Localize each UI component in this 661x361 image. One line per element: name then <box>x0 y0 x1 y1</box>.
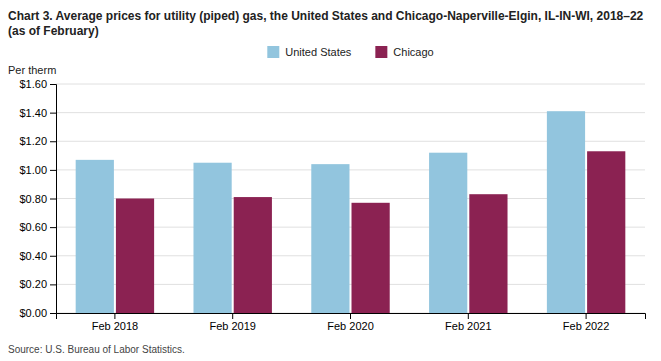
bars <box>76 111 626 313</box>
tick-mark <box>468 313 469 319</box>
x-tick: Feb 2021 <box>445 313 491 332</box>
tick-mark <box>586 313 587 319</box>
bar <box>352 203 390 313</box>
tick-label: $0.00 <box>19 307 47 319</box>
x-tick: Feb 2020 <box>327 313 373 332</box>
bar-series <box>116 151 625 313</box>
tick-label: Feb 2021 <box>445 320 491 332</box>
y-tick: $1.60 <box>19 78 56 90</box>
bar <box>469 194 507 313</box>
tick-label: $1.20 <box>19 135 47 147</box>
x-tick: Feb 2018 <box>92 313 138 332</box>
tick-label: $0.60 <box>19 221 47 233</box>
tick-mark <box>50 170 56 171</box>
tick-label: $0.80 <box>19 193 47 205</box>
legend-swatch <box>267 46 279 58</box>
tick-label: $0.20 <box>19 278 47 290</box>
tick-mark <box>232 313 233 319</box>
bar-series <box>76 111 585 313</box>
bar <box>76 160 114 313</box>
tick-mark <box>50 313 56 314</box>
grid-line <box>56 84 645 85</box>
legend: United States Chicago <box>267 46 433 58</box>
title-line: (as of February) <box>8 24 99 38</box>
tick-mark <box>114 313 115 319</box>
chart-svg: Chart 3. Average prices for utility (pip… <box>0 0 661 361</box>
tick-mark <box>50 284 56 285</box>
tick-mark <box>50 199 56 200</box>
y-tick: $0.20 <box>19 278 56 290</box>
y-tick: $0.60 <box>19 221 56 233</box>
bar <box>116 199 154 314</box>
x-tick: Feb 2019 <box>209 313 255 332</box>
legend-label: United States <box>285 46 352 58</box>
y-axis: $0.00 $0.20 $0.40 $0.60 $0.80 $1.00 $1.20 $1.40… <box>19 78 56 319</box>
tick-mark <box>50 84 56 85</box>
y-tick: $1.20 <box>19 135 56 147</box>
tick-label: Feb 2018 <box>92 320 138 332</box>
tick-mark <box>50 113 56 114</box>
title-line: Chart 3. Average prices for utility (pip… <box>8 9 644 23</box>
bar <box>429 153 467 313</box>
tick-label: $1.60 <box>19 78 47 90</box>
title: Chart 3. Average prices for utility (pip… <box>8 9 644 38</box>
tick-label: Feb 2019 <box>209 320 255 332</box>
legend-item: United States <box>267 46 352 58</box>
bar <box>587 151 625 313</box>
tick-label: $1.00 <box>19 164 47 176</box>
y-axis-label: Per therm <box>8 64 56 76</box>
source-note: Source: U.S. Bureau of Labor Statistics. <box>8 344 185 355</box>
bar <box>311 164 349 313</box>
x-axis: Feb 2018 Feb 2019 Feb 2020 Feb 2021 Feb 2022 <box>57 313 646 332</box>
y-tick: $1.00 <box>19 164 56 176</box>
y-tick: $1.40 <box>19 107 56 119</box>
y-tick: $0.80 <box>19 193 56 205</box>
axis-line <box>50 85 57 314</box>
tick-mark <box>50 256 56 257</box>
tick-label: Feb 2022 <box>563 320 609 332</box>
plot: $0.00 $0.20 $0.40 $0.60 $0.80 $1.00 $1.20 $1.40… <box>19 78 645 332</box>
y-tick: $0.00 <box>19 307 56 319</box>
y-tick: $0.40 <box>19 250 56 262</box>
x-tick: Feb 2022 <box>563 313 609 332</box>
legend-label: Chicago <box>393 46 433 58</box>
tick-mark <box>50 227 56 228</box>
bar <box>547 111 585 313</box>
axis-line <box>57 314 646 320</box>
legend-swatch <box>375 46 387 58</box>
bar <box>193 163 231 313</box>
legend-item: Chicago <box>375 46 433 58</box>
tick-mark <box>50 141 56 142</box>
tick-mark <box>350 313 351 319</box>
grid <box>56 84 645 313</box>
bar <box>234 197 272 313</box>
tick-label: $1.40 <box>19 107 47 119</box>
chart-container: Chart 3. Average prices for utility (pip… <box>0 0 661 361</box>
tick-label: $0.40 <box>19 250 47 262</box>
tick-label: Feb 2020 <box>327 320 373 332</box>
